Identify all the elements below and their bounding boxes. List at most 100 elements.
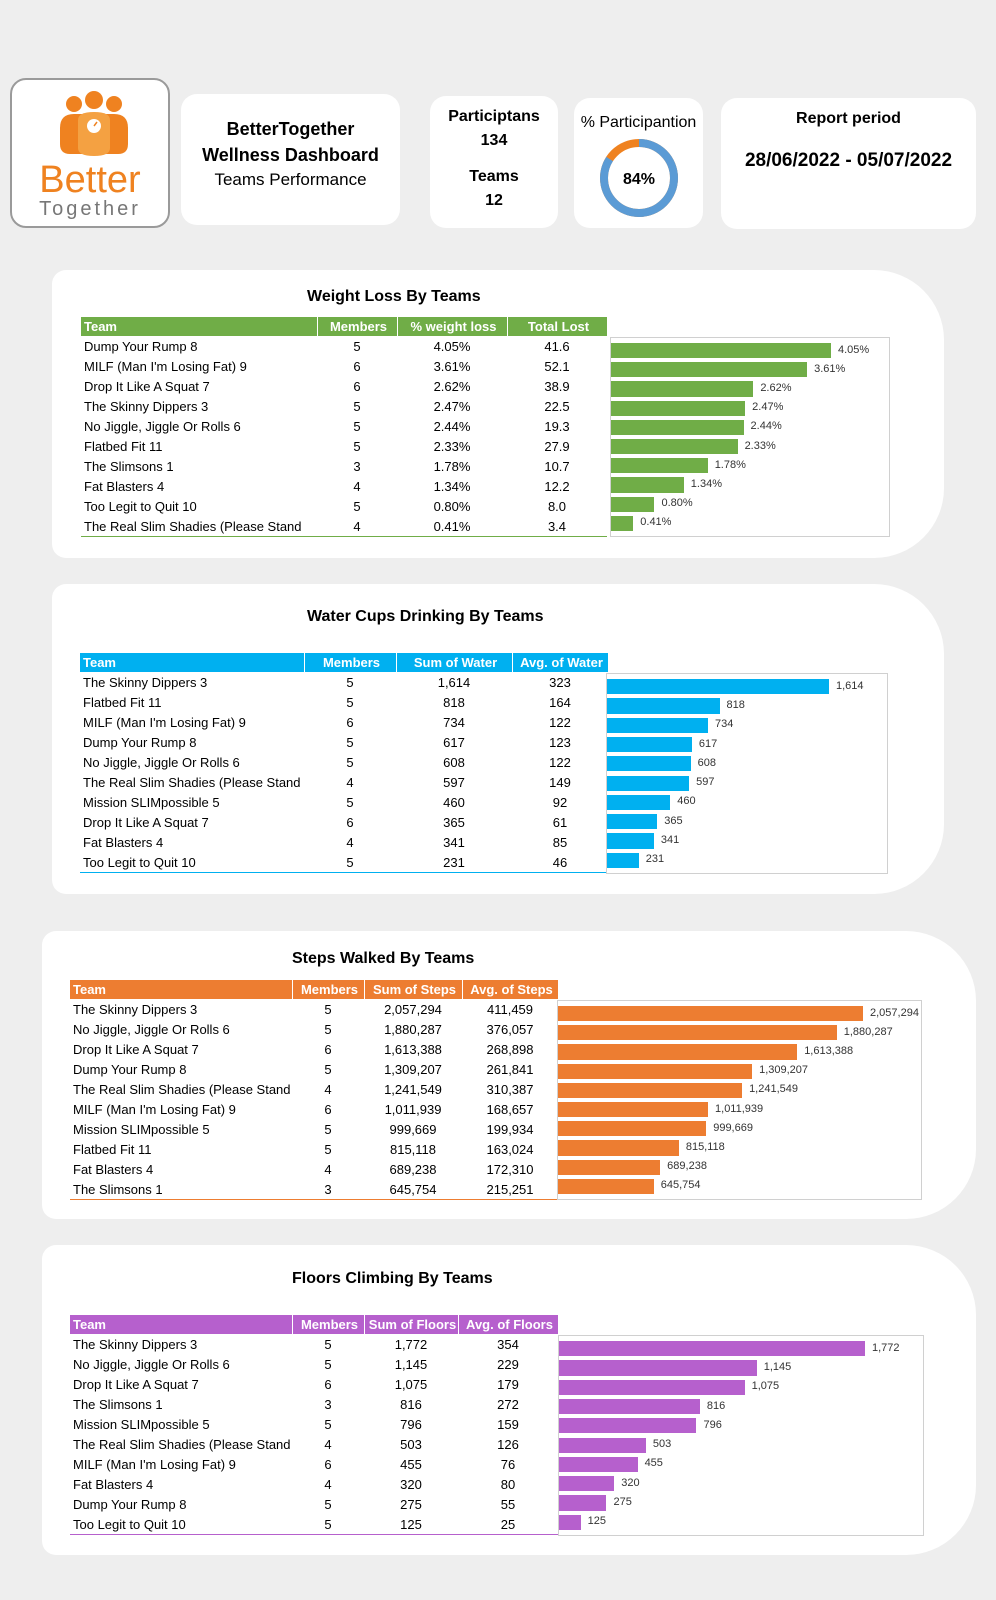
table-row: The Slimsons 1 3 1.78% 10.7 bbox=[81, 456, 607, 476]
table-cell-v1: 818 bbox=[443, 694, 465, 710]
table-cell-v2: 41.6 bbox=[544, 338, 570, 354]
table-cell-v1: 1.78% bbox=[433, 458, 471, 474]
participation-value: 84% bbox=[623, 171, 655, 188]
table-cell-team: No Jiggle, Jiggle Or Rolls 6 bbox=[73, 1021, 230, 1037]
table-cell-team: Flatbed Fit 11 bbox=[73, 1141, 152, 1157]
chart-data-label: 2.44% bbox=[750, 420, 782, 433]
table-row: Flatbed Fit 11 5 2.33% 27.9 bbox=[81, 436, 607, 456]
table-cell-team: Dump Your Rump 8 bbox=[73, 1061, 187, 1077]
table-cell-team: Too Legit to Quit 10 bbox=[84, 498, 197, 514]
table-cell-members: 5 bbox=[324, 1356, 332, 1372]
table-cell-v1: 4.05% bbox=[433, 338, 471, 354]
table-row: The Real Slim Shadies (Please Stand 4 1,24… bbox=[70, 1079, 558, 1099]
table-row: MILF (Man I'm Losing Fat) 9 6 734 122 bbox=[80, 712, 608, 732]
table-cell-members: 6 bbox=[353, 358, 361, 374]
chart-data-label: 2.62% bbox=[760, 382, 792, 394]
chart-bar bbox=[558, 1159, 661, 1175]
table-cell-v1: 645,754 bbox=[389, 1181, 437, 1197]
table-cell-v2: 80 bbox=[500, 1476, 516, 1492]
chart-data-label: 3.61% bbox=[814, 362, 846, 375]
chart-bar bbox=[611, 419, 744, 435]
floors-title: Floors Climbing By Teams bbox=[292, 1270, 493, 1287]
chart-bar bbox=[611, 343, 831, 359]
table-row: The Real Slim Shadies (Please Stand 4 503 1… bbox=[70, 1434, 558, 1454]
table-cell-v2: 199,934 bbox=[486, 1121, 534, 1137]
table-cell-v2: 52.1 bbox=[544, 358, 570, 374]
table-cell-team: Mission SLIMpossible 5 bbox=[83, 794, 220, 810]
chart-bar bbox=[611, 515, 634, 531]
table-cell-team: MILF (Man I'm Losing Fat) 9 bbox=[73, 1101, 236, 1117]
table-row: The Skinny Dippers 3 5 2.47% 22.5 bbox=[81, 396, 607, 416]
table-cell-team: Fat Blasters 4 bbox=[84, 478, 165, 494]
chart-data-label: 503 bbox=[652, 1438, 672, 1451]
table-cell-team: The Skinny Dippers 3 bbox=[84, 398, 209, 414]
table-cell-team: Too Legit to Quit 10 bbox=[83, 854, 196, 870]
chart-bar bbox=[611, 439, 738, 455]
table-cell-team: Drop It Like A Squat 7 bbox=[73, 1041, 199, 1057]
table-cell-team: MILF (Man I'm Losing Fat) 9 bbox=[84, 358, 247, 374]
column-header: Sum of Water bbox=[396, 653, 513, 672]
table-cell-members: 5 bbox=[353, 398, 361, 414]
table-cell-team: The Slimsons 1 bbox=[84, 458, 174, 474]
chart-bar bbox=[559, 1418, 697, 1434]
chart-data-label: 460 bbox=[677, 795, 696, 808]
table-cell-members: 5 bbox=[324, 1121, 332, 1137]
table-cell-v1: 125 bbox=[400, 1516, 422, 1532]
table-cell-team: MILF (Man I'm Losing Fat) 9 bbox=[83, 714, 246, 730]
table-cell-members: 5 bbox=[353, 338, 361, 354]
floors-table: Team Members Sum of Floors Avg. of Floors Th… bbox=[70, 1315, 559, 1535]
chart-bar bbox=[611, 362, 808, 378]
table-cell-v2: 122 bbox=[549, 754, 571, 770]
table-cell-team: Drop It Like A Squat 7 bbox=[73, 1376, 199, 1392]
table-cell-v2: 85 bbox=[552, 834, 568, 850]
chart-bar bbox=[611, 477, 684, 493]
chart-data-label: 231 bbox=[645, 853, 665, 866]
column-header: Sum of Steps bbox=[364, 980, 463, 999]
kpi-card: Participtans 134 Teams 12 bbox=[430, 96, 558, 228]
chart-bar bbox=[559, 1476, 615, 1492]
table-row: Too Legit to Quit 10 5 125 25 bbox=[70, 1514, 558, 1535]
table-row: No Jiggle, Jiggle Or Rolls 6 5 2.44% 19.3 bbox=[81, 416, 607, 436]
table-row: Dump Your Rump 8 5 275 55 bbox=[70, 1494, 558, 1514]
chart-data-label: 455 bbox=[644, 1457, 663, 1470]
table-row: Too Legit to Quit 10 5 0.80% 8.0 bbox=[81, 496, 607, 516]
chart-data-label: 796 bbox=[703, 1418, 722, 1431]
chart-data-label: 4.05% bbox=[838, 343, 870, 356]
table-cell-v2: 126 bbox=[497, 1436, 519, 1452]
table-cell-v1: 999,669 bbox=[389, 1121, 437, 1137]
table-cell-v1: 320 bbox=[400, 1476, 422, 1492]
participation-label: % Participantion bbox=[580, 114, 697, 131]
report-period-card: Report period 28/06/2022 - 05/07/2022 bbox=[721, 98, 976, 229]
teams-label: Teams bbox=[469, 168, 519, 185]
column-header: Team bbox=[70, 980, 293, 999]
table-cell-v1: 460 bbox=[443, 794, 465, 810]
table-row: Drop It Like A Squat 7 6 365 61 bbox=[80, 812, 608, 832]
table-cell-members: 6 bbox=[324, 1456, 332, 1472]
table-row: No Jiggle, Jiggle Or Rolls 6 5 608 122 bbox=[80, 752, 608, 772]
table-cell-v2: 229 bbox=[497, 1356, 519, 1372]
table-cell-v2: 123 bbox=[549, 734, 571, 750]
chart-bar bbox=[611, 381, 754, 397]
table-cell-v2: 25 bbox=[500, 1516, 516, 1532]
column-header: Sum of Floors bbox=[364, 1315, 459, 1334]
table-row: The Real Slim Shadies (Please Stand 4 0.41… bbox=[81, 516, 607, 537]
chart-data-label: 275 bbox=[613, 1496, 632, 1509]
chart-bar bbox=[611, 400, 746, 416]
table-cell-v1: 1,309,207 bbox=[384, 1061, 442, 1077]
table-cell-v1: 0.80% bbox=[433, 498, 471, 514]
table-cell-v2: 55 bbox=[500, 1496, 516, 1512]
table-cell-v1: 231 bbox=[443, 854, 465, 870]
chart-bar bbox=[559, 1398, 700, 1415]
table-cell-v1: 2,057,294 bbox=[384, 1001, 442, 1017]
table-cell-team: The Slimsons 1 bbox=[73, 1396, 163, 1412]
table-cell-v2: 19.3 bbox=[544, 418, 570, 434]
table-cell-members: 6 bbox=[346, 814, 354, 830]
table-row: Dump Your Rump 8 5 1,309,207 261,841 bbox=[70, 1059, 558, 1079]
table-cell-v1: 455 bbox=[400, 1456, 422, 1472]
chart-data-label: 645,754 bbox=[660, 1179, 701, 1192]
table-cell-members: 5 bbox=[324, 1416, 332, 1432]
chart-bar bbox=[607, 756, 691, 772]
dashboard-subtitle: Teams Performance bbox=[214, 170, 367, 189]
table-cell-v1: 2.62% bbox=[433, 378, 471, 394]
steps-table: Team Members Sum of Steps Avg. of Steps The … bbox=[70, 980, 559, 1200]
